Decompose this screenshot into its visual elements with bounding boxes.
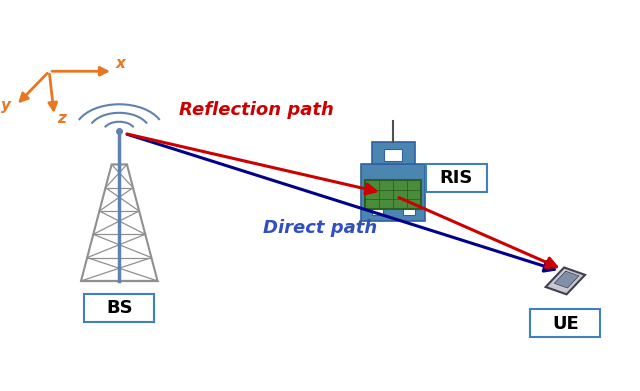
- Text: BS: BS: [106, 299, 132, 317]
- Bar: [372, 183, 383, 194]
- Text: Reflection path: Reflection path: [179, 101, 333, 119]
- Text: RIS: RIS: [440, 169, 473, 187]
- Polygon shape: [554, 271, 579, 288]
- FancyBboxPatch shape: [372, 142, 415, 165]
- FancyBboxPatch shape: [365, 180, 421, 209]
- Text: Direct path: Direct path: [263, 219, 377, 237]
- Bar: [403, 183, 415, 194]
- Bar: [403, 205, 415, 215]
- Bar: [372, 205, 383, 215]
- FancyBboxPatch shape: [426, 164, 487, 192]
- Bar: [384, 149, 403, 161]
- Text: x: x: [116, 56, 126, 71]
- FancyBboxPatch shape: [531, 309, 600, 337]
- Text: z: z: [57, 111, 66, 126]
- Text: y: y: [1, 98, 12, 113]
- Text: UE: UE: [552, 315, 579, 333]
- Polygon shape: [546, 267, 585, 294]
- FancyBboxPatch shape: [362, 165, 425, 221]
- FancyBboxPatch shape: [84, 294, 154, 322]
